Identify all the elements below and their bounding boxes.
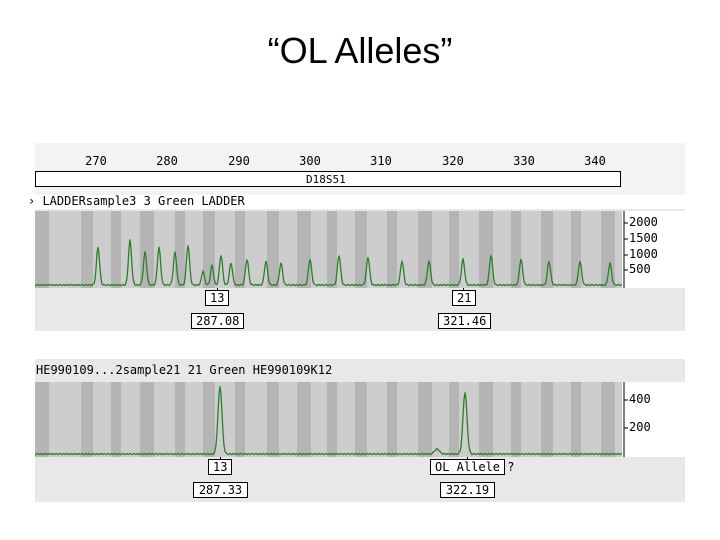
callout-leader [463,288,464,291]
allele-bin [571,211,581,288]
allele-bin [81,382,93,457]
allele-bin [297,382,311,457]
allele-bin [267,211,279,288]
y-tick-label: 1000 [629,247,658,261]
allele-bin [203,211,215,288]
allele-bin [387,382,397,457]
allele-bin [297,211,311,288]
allele-bin [81,211,93,288]
ladder-panel-label: › LADDERsample3 3 Green LADDER [28,194,245,208]
allele-bin [267,382,279,457]
allele-bin [327,211,337,288]
allele-bin [418,211,432,288]
size-ruler: 270 280 290 300 310 320 330 340 [35,143,685,195]
allele-bin [111,382,121,457]
size-call-box[interactable]: 322.19 [440,482,495,498]
slide-title: “OL Alleles” [267,30,453,71]
callout-leader [217,288,218,291]
marker-name: D18S51 [306,173,346,186]
allele-bin [175,382,185,457]
allele-bin [140,382,154,457]
y-tick-label: 400 [629,392,651,406]
size-call-box[interactable]: 287.33 [193,482,248,498]
allele-bin [541,382,553,457]
ruler-tick-label: 290 [228,154,250,168]
ruler-tick-label: 300 [299,154,321,168]
allele-bin [418,382,432,457]
ruler-tick-label: 320 [442,154,464,168]
allele-bin [387,211,397,288]
allele-bin [479,382,493,457]
allele-bin [327,382,337,457]
size-call-box[interactable]: 321.46 [438,313,491,329]
allele-bin [355,382,367,457]
trace-line [35,239,622,287]
ruler-tick-label: 330 [513,154,535,168]
ladder-y-axis-line [623,211,628,288]
sample-y-axis: 400 200 [622,382,685,457]
allele-bin [235,382,245,457]
allele-bin [35,382,49,457]
size-call-box[interactable]: 287.08 [191,313,244,329]
allele-call-box[interactable]: OL Allele ? [430,459,514,475]
allele-bin [571,382,581,457]
trace-canvas [35,211,622,288]
allele-bin [449,382,459,457]
allele-bin [355,211,367,288]
callout-leader [467,457,468,460]
sample-electropherogram[interactable] [35,382,622,457]
allele-bin [511,211,521,288]
allele-bin [511,382,521,457]
allele-call-box[interactable]: 13 [205,290,229,306]
allele-bin [203,382,215,457]
callout-leader [220,457,221,460]
allele-bin [35,211,49,288]
y-tick-label: 1500 [629,231,658,245]
ruler-tick-label: 280 [156,154,178,168]
trace-line [35,386,622,456]
marker-range-bar[interactable]: D18S51 [35,171,621,187]
allele-call-box[interactable]: 21 [452,290,476,306]
ladder-electropherogram[interactable] [35,211,622,288]
sample-panel-label: HE990109...2sample21 21 Green HE990109K1… [36,363,333,377]
allele-call-box[interactable]: 13 [208,459,232,475]
allele-bin [479,211,493,288]
allele-bin [449,211,459,288]
allele-bin [175,211,185,288]
y-tick-label: 200 [629,420,651,434]
allele-bin [111,211,121,288]
ruler-tick-label: 270 [85,154,107,168]
y-tick-label: 2000 [629,215,658,229]
ladder-y-axis: 2000 1500 1000 500 [622,211,685,288]
ruler-tick-label: 310 [370,154,392,168]
allele-bin [235,211,245,288]
trace-canvas [35,382,622,457]
ruler-tick-label: 340 [584,154,606,168]
allele-bin [601,382,615,457]
y-tick-label: 500 [629,262,651,276]
sample-y-axis-line [623,382,628,457]
